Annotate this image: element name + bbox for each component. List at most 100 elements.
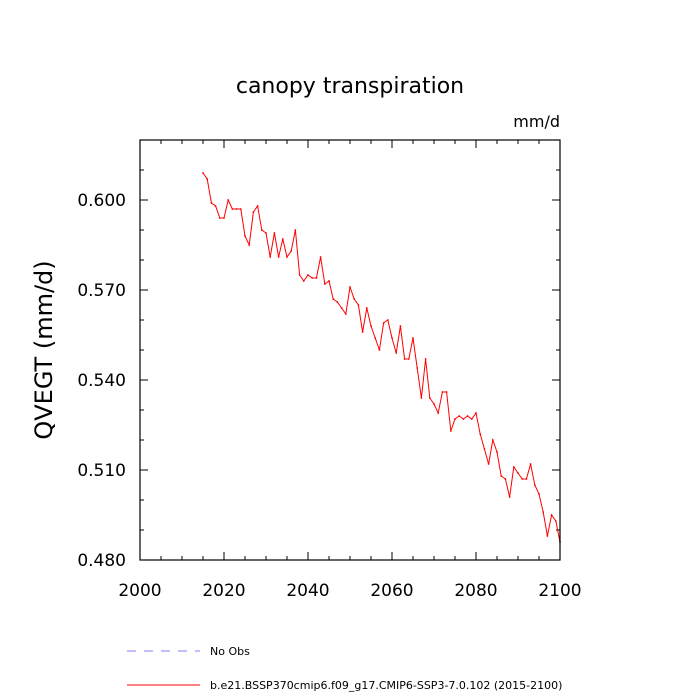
data-point xyxy=(386,319,389,321)
data-point xyxy=(374,337,377,339)
data-point xyxy=(370,325,372,327)
units-label: mm/d xyxy=(513,112,560,131)
data-point xyxy=(487,463,490,465)
data-point xyxy=(328,280,330,282)
data-point xyxy=(265,232,267,234)
data-point xyxy=(286,256,288,258)
data-point xyxy=(403,358,406,360)
data-point xyxy=(311,277,314,279)
x-tick-label: 2020 xyxy=(202,581,245,601)
data-point xyxy=(340,307,343,309)
data-point xyxy=(508,496,511,498)
data-point xyxy=(290,250,293,252)
data-point xyxy=(407,358,410,360)
data-point xyxy=(517,472,519,474)
data-point xyxy=(504,478,507,480)
data-point xyxy=(357,304,360,306)
data-point xyxy=(353,298,356,300)
data-point xyxy=(462,418,465,420)
data-point xyxy=(378,349,381,351)
data-point xyxy=(475,412,477,414)
data-point xyxy=(244,235,246,237)
data-point xyxy=(206,178,209,180)
data-point xyxy=(248,244,251,246)
data-point xyxy=(277,256,280,258)
data-point xyxy=(218,217,221,219)
x-tick-label: 2040 xyxy=(286,581,329,601)
data-point xyxy=(399,325,402,327)
data-point xyxy=(521,478,524,480)
data-point xyxy=(252,211,255,213)
data-point xyxy=(294,229,297,231)
data-point xyxy=(298,274,301,276)
axis-ticks xyxy=(139,139,561,561)
data-point xyxy=(466,415,469,417)
data-point xyxy=(302,280,305,282)
data-point xyxy=(479,433,482,435)
y-tick-label: 0.570 xyxy=(77,281,126,301)
data-point xyxy=(433,403,435,405)
data-point xyxy=(441,391,444,393)
data-point xyxy=(273,232,276,234)
data-point xyxy=(223,217,225,219)
data-point xyxy=(281,238,284,240)
data-point xyxy=(260,229,263,231)
data-point xyxy=(332,298,335,300)
data-point xyxy=(256,205,259,207)
data-point xyxy=(395,352,398,354)
data-point xyxy=(554,520,557,522)
data-point xyxy=(420,397,423,399)
data-point xyxy=(533,484,536,486)
y-tick-label: 0.480 xyxy=(77,551,126,571)
x-tick-label: 2100 xyxy=(538,581,581,601)
data-point xyxy=(307,274,309,276)
data-point xyxy=(483,448,486,450)
data-point xyxy=(496,451,498,453)
data-point xyxy=(344,313,347,315)
x-tick-label: 2000 xyxy=(118,581,161,601)
data-point xyxy=(323,283,326,285)
data-point xyxy=(269,256,272,258)
data-point xyxy=(424,358,427,360)
data-point xyxy=(319,256,322,258)
data-point xyxy=(470,418,473,420)
data-point xyxy=(449,430,452,432)
legend: No Obs b.e21.BSSP370cmip6.f09_g17.CMIP6-S… xyxy=(127,645,562,692)
y-tick-label: 0.540 xyxy=(77,371,126,391)
data-point xyxy=(210,202,213,204)
data-point xyxy=(538,493,540,495)
y-axis-label: QVEGT (mm/d) xyxy=(30,260,58,439)
data-point xyxy=(428,397,431,399)
data-point xyxy=(202,172,204,174)
data-point xyxy=(349,286,351,288)
data-point xyxy=(445,391,448,393)
series-line xyxy=(202,172,561,543)
plot-series xyxy=(202,172,561,543)
data-point xyxy=(235,208,238,210)
data-point xyxy=(437,412,440,414)
data-point xyxy=(546,535,549,537)
y-tick-label: 0.510 xyxy=(77,461,126,481)
data-point xyxy=(512,466,515,468)
data-point xyxy=(382,322,385,324)
data-point xyxy=(550,514,553,516)
legend-label: b.e21.BSSP370cmip6.f09_g17.CMIP6-SSP3-7.… xyxy=(210,679,562,692)
data-point xyxy=(458,415,461,417)
data-point xyxy=(416,367,419,369)
data-point xyxy=(454,418,456,420)
data-point xyxy=(365,307,368,309)
data-point xyxy=(231,208,234,210)
data-point xyxy=(391,337,393,339)
data-point xyxy=(529,463,532,465)
data-point xyxy=(239,208,242,210)
data-point xyxy=(361,331,364,333)
x-tick-label: 2080 xyxy=(454,581,497,601)
data-point xyxy=(491,439,494,441)
data-point xyxy=(525,478,528,480)
tick-labels: 2000 2020 2040 2060 2080 2100 0.480 0.510 0.540 0… xyxy=(77,191,581,601)
data-point xyxy=(412,337,414,339)
data-point xyxy=(500,475,503,477)
y-tick-label: 0.600 xyxy=(77,191,126,211)
data-point xyxy=(315,277,318,279)
